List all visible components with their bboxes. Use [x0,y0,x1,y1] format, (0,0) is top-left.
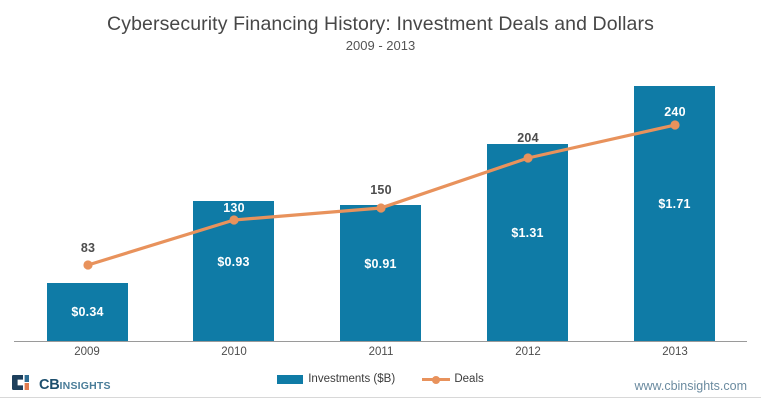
deals-label-2013: 240 [664,105,686,119]
legend-item-investments: Investments ($B) [277,373,395,385]
x-axis-label-2009: 2009 [74,346,100,358]
chart-subtitle: 2009 - 2013 [345,38,416,53]
legend-label-investments: Investments ($B) [308,373,396,385]
brand-logo: CBINSIGHTS [12,375,111,395]
bar-value-label: $1.71 [658,197,691,211]
deals-point-2009 [83,260,93,270]
title-block: Cybersecurity Financing History: Investm… [0,12,761,55]
deals-label-2009: 83 [80,241,96,255]
brand-cb-text: CB [39,376,60,393]
page-title: Cybersecurity Financing History: Investm… [107,13,654,35]
bar-2010: $0.93 [193,201,274,341]
deals-label-2012: 204 [517,131,539,145]
x-axis-line [14,341,747,342]
bar-2012: $1.31 [487,144,568,341]
line-dot-swatch-icon [422,375,451,384]
bar-value-label: $0.91 [364,257,397,271]
bar-2013: $1.71 [634,86,715,341]
brand-wordmark: CBINSIGHTS [39,378,111,393]
bar-2011: $0.91 [340,205,421,341]
bar-value-label: $1.31 [511,226,544,240]
bar-value-label: $0.34 [71,305,104,319]
brand-insights-text: INSIGHTS [59,379,111,392]
bar-2009: $0.34 [47,283,128,341]
site-url: www.cbinsights.com [634,379,747,393]
chart-legend: Investments ($B) Deals [0,373,761,385]
legend-item-deals: Deals [422,373,484,385]
bar-value-label: $0.93 [217,255,250,269]
deals-label-2011: 150 [370,183,392,197]
legend-label-deals: Deals [454,373,484,385]
footer-divider [0,397,761,398]
x-axis-label-2012: 2012 [515,346,541,358]
x-axis-label-2013: 2013 [662,346,688,358]
cbinsights-mark-icon [12,375,34,395]
bar-swatch-icon [277,374,304,384]
deals-label-2010: 130 [223,201,245,215]
x-axis-label-2010: 2010 [221,346,247,358]
x-axis-label-2011: 2011 [368,346,394,358]
